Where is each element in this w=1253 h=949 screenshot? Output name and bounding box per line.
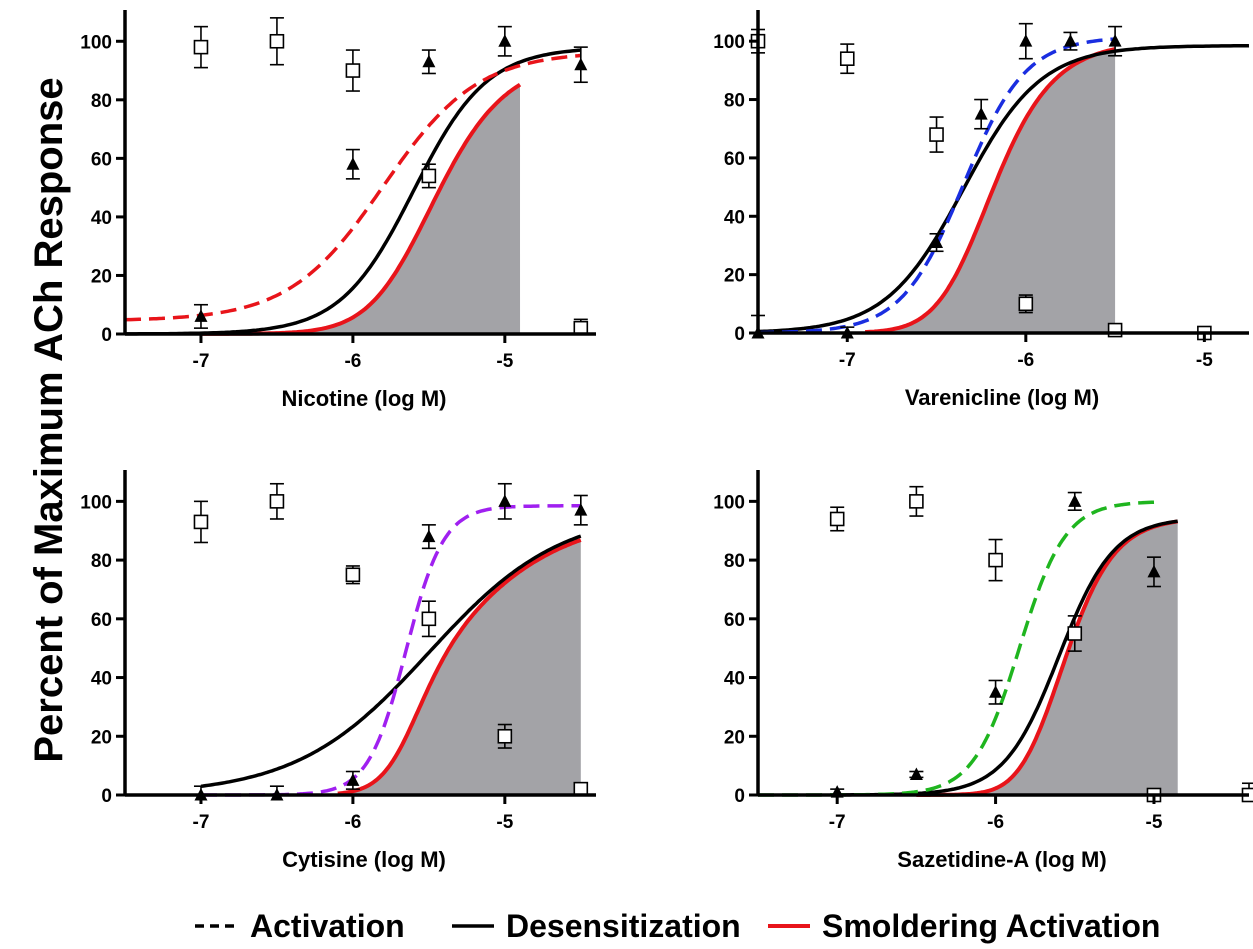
desensitization-curve — [200, 534, 582, 789]
chart-panel: 0 20 40 60 80 100 -7 -6 -5 Sazetidine-A (log M) — [713, 470, 1253, 872]
y-tick-label: 100 — [80, 492, 112, 513]
y-tick-label: 20 — [91, 727, 112, 748]
chart-panel: 0 20 40 60 80 100 -7 -6 -5 Cytisine (log M) — [80, 470, 596, 872]
activation-point — [422, 54, 436, 68]
activation-point — [1108, 34, 1122, 47]
desensitization-point — [497, 728, 513, 744]
legend-desensitization-label: Desensitization — [506, 908, 741, 944]
x-axis-title: Cytisine (log M) — [282, 847, 446, 872]
desensitization-curve — [757, 43, 1250, 334]
y-tick-label: 60 — [91, 610, 112, 631]
smoldering-area — [200, 84, 521, 334]
legend: Activation Desensitization Smoldering Ac… — [195, 908, 1160, 944]
activation-point — [1068, 494, 1082, 507]
x-tick-label: -6 — [344, 812, 361, 833]
x-tick-label: -7 — [829, 812, 846, 833]
y-tick-label: 60 — [91, 149, 112, 170]
desensitization-point — [839, 51, 855, 66]
desensitization-point — [909, 494, 924, 509]
activation-curve — [758, 500, 1155, 797]
y-tick-label: 60 — [724, 149, 745, 170]
y-tick-label: 40 — [724, 669, 745, 690]
smoldering-area — [337, 540, 581, 795]
x-axis-title: Nicotine (log M) — [282, 386, 447, 411]
activation-point — [346, 773, 360, 786]
desensitization-point — [829, 511, 845, 527]
activation-point — [1019, 34, 1033, 47]
activation-point — [909, 767, 923, 780]
x-tick-label: -7 — [193, 812, 210, 833]
x-tick-label: -7 — [839, 350, 856, 371]
desensitization-point — [988, 552, 1003, 568]
smoldering-line — [864, 47, 1116, 335]
activation-point — [974, 107, 988, 120]
x-tick-label: -5 — [1196, 350, 1213, 371]
smoldering-line — [337, 538, 582, 796]
chart-panel: 0 20 40 60 80 100 -7 -6 -5 Varenicline (log M) — [713, 10, 1250, 410]
y-tick-label: 40 — [91, 669, 112, 690]
desensitization-point — [193, 514, 209, 530]
x-tick-label: -6 — [987, 812, 1004, 833]
desensitization-point — [345, 567, 361, 583]
activation-point — [1147, 564, 1161, 578]
y-tick-label: 0 — [734, 786, 745, 807]
activation-point — [498, 34, 512, 47]
legend-activation-label: Activation — [250, 908, 405, 944]
activation-point — [574, 503, 588, 516]
chart-panels: 0 20 40 60 80 100 -7 -6 -5 Nicotine (log M) 0 20 40 6… — [80, 10, 1253, 872]
activation-point — [422, 529, 436, 543]
desensitization-point — [421, 611, 437, 627]
x-tick-label: -7 — [193, 351, 210, 372]
desensitization-point — [345, 63, 361, 78]
desensitization-point — [1067, 626, 1083, 641]
x-tick-label: -6 — [344, 351, 361, 372]
desensitization-point — [269, 33, 285, 49]
activation-point — [930, 235, 944, 249]
desensitization-point — [929, 127, 944, 142]
x-axis-title: Varenicline (log M) — [905, 385, 1099, 410]
x-tick-label: -5 — [496, 812, 513, 833]
smoldering-area — [916, 521, 1178, 795]
y-tick-label: 0 — [101, 786, 112, 807]
activation-point — [989, 685, 1003, 698]
activation-point — [194, 309, 208, 322]
smoldering-area — [865, 49, 1116, 333]
desensitization-point — [1018, 296, 1034, 312]
y-tick-label: 100 — [713, 492, 745, 513]
activation-point — [574, 57, 588, 71]
y-tick-label: 80 — [91, 91, 112, 112]
x-tick-label: -5 — [1146, 812, 1163, 833]
y-tick-label: 0 — [734, 324, 745, 345]
y-axis-title: Percent of Maximum ACh Response — [27, 77, 71, 762]
desensitization-point — [269, 494, 285, 509]
y-tick-label: 80 — [91, 551, 112, 572]
y-tick-label: 40 — [91, 208, 112, 229]
activation-point — [498, 494, 512, 507]
desensitization-point — [193, 39, 209, 55]
y-tick-label: 80 — [724, 551, 745, 572]
y-tick-label: 80 — [724, 91, 745, 112]
y-tick-label: 20 — [724, 727, 745, 748]
activation-point — [1063, 34, 1077, 47]
activation-point — [346, 157, 360, 170]
y-tick-label: 60 — [724, 610, 745, 631]
desensitization-point — [421, 168, 437, 184]
x-tick-label: -6 — [1017, 350, 1034, 371]
x-tick-label: -5 — [496, 351, 513, 372]
activation-curve — [758, 37, 1116, 335]
y-tick-label: 100 — [80, 32, 112, 53]
y-tick-label: 100 — [713, 32, 745, 53]
x-axis-title: Sazetidine-A (log M) — [897, 847, 1106, 872]
y-tick-label: 40 — [724, 207, 745, 228]
y-tick-label: 20 — [91, 266, 112, 287]
chart-panel: 0 20 40 60 80 100 -7 -6 -5 Nicotine (log M) — [80, 10, 596, 411]
y-tick-label: 0 — [101, 325, 112, 346]
y-tick-label: 20 — [724, 266, 745, 287]
legend-smoldering-label: Smoldering Activation — [822, 908, 1160, 944]
